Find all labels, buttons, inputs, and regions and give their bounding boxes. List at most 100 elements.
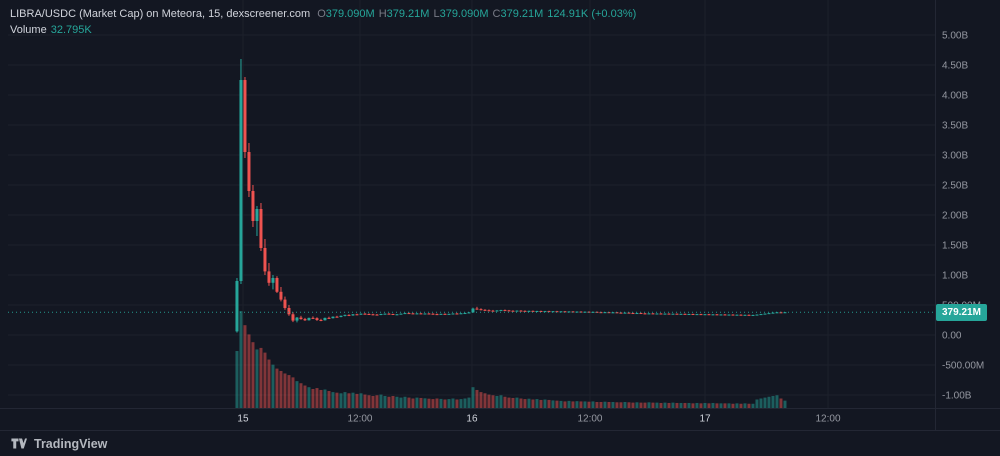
- candle-body: [491, 310, 495, 312]
- volume-bar: [551, 400, 555, 408]
- volume-bar: [651, 402, 655, 408]
- price-axis-label: 4.50B: [942, 61, 968, 72]
- candle-body: [671, 313, 675, 315]
- volume-bar: [735, 403, 739, 408]
- candle-body: [619, 312, 623, 314]
- chart-area[interactable]: 5.00B 4.50B 4.00B 3.50B 3.00B 2.50B 2.00B 1.50B…: [0, 0, 1000, 430]
- volume-bar: [715, 403, 719, 408]
- candle-body: [651, 313, 655, 315]
- candle-body: [771, 312, 775, 314]
- price-axis-label: 0.00: [942, 330, 962, 341]
- candle-body: [399, 313, 403, 315]
- candle-body: [767, 313, 771, 315]
- candle-body: [343, 314, 347, 316]
- candle-body: [523, 310, 527, 312]
- price-axis[interactable]: 5.00B 4.50B 4.00B 3.50B 3.00B 2.50B 2.00B 1.50B…: [942, 31, 984, 402]
- candle-body: [731, 314, 735, 316]
- low-value: 379.090M: [439, 8, 489, 20]
- open-label: O: [317, 8, 326, 20]
- grid-layer: [8, 0, 935, 408]
- tradingview-attribution[interactable]: TradingView: [0, 430, 1000, 456]
- candle-body: [255, 209, 259, 221]
- volume-bar: [267, 359, 271, 408]
- volume-bar: [739, 403, 743, 408]
- candle-body: [271, 277, 275, 283]
- candle-body: [359, 313, 363, 315]
- volume-bar: [619, 402, 623, 408]
- volume-bar: [547, 399, 551, 408]
- candle-body: [251, 191, 255, 221]
- candle-body: [247, 152, 251, 192]
- tradingview-brand-text: TradingView: [34, 436, 108, 451]
- candle-body: [703, 314, 707, 316]
- candle-body: [347, 314, 351, 316]
- candle-body: [459, 313, 463, 315]
- candle-body: [643, 313, 647, 315]
- volume-bar: [451, 398, 455, 408]
- volume-bar: [627, 402, 631, 408]
- volume-bar: [567, 400, 571, 408]
- volume-bar: [423, 398, 427, 408]
- volume-bar: [431, 399, 435, 408]
- candle-body: [315, 318, 319, 320]
- candle-body: [719, 314, 723, 316]
- volume-bar: [731, 403, 735, 408]
- volume-bar: [531, 399, 535, 408]
- volume-bar: [779, 398, 783, 408]
- volume-bar: [387, 396, 391, 408]
- volume-bar: [407, 397, 411, 408]
- candle-body: [443, 313, 447, 315]
- candle-body: [647, 313, 651, 315]
- volume-bar: [375, 395, 379, 408]
- volume-bar: [587, 401, 591, 408]
- candle-body: [471, 308, 475, 313]
- price-axis-label: 5.00B: [942, 31, 968, 42]
- volume-bar: [603, 401, 607, 408]
- volume-bar: [259, 347, 263, 408]
- time-axis[interactable]: 15 12:00 16 12:00 17 12:00: [237, 414, 841, 425]
- volume-bar: [495, 395, 499, 408]
- volume-bar: [783, 400, 787, 408]
- volume-bar: [299, 383, 303, 408]
- volume-bar: [347, 393, 351, 408]
- candle-body: [667, 313, 671, 315]
- candle-body: [299, 317, 303, 320]
- candle-body: [243, 80, 247, 153]
- volume-bar: [707, 403, 711, 408]
- candle-body: [323, 317, 327, 321]
- volume-bar: [395, 396, 399, 408]
- candle-body: [451, 313, 455, 315]
- candle-body: [783, 312, 787, 314]
- volume-bar: [611, 401, 615, 408]
- candle-body: [403, 313, 407, 315]
- volume-bar: [287, 375, 291, 408]
- candle-body: [735, 314, 739, 316]
- candle-body: [727, 314, 731, 316]
- volume-bar: [675, 402, 679, 408]
- volume-bar: [727, 403, 731, 408]
- candle-body: [531, 310, 535, 312]
- volume-bar: [367, 395, 371, 408]
- candle-body: [747, 314, 751, 316]
- candle-body: [543, 311, 547, 313]
- volume-bar: [439, 398, 443, 408]
- candle-body: [655, 313, 659, 315]
- candle-body: [379, 313, 383, 315]
- volume-bar: [255, 349, 259, 408]
- volume-bar: [403, 396, 407, 408]
- candle-body: [615, 312, 619, 314]
- price-chart[interactable]: 5.00B 4.50B 4.00B 3.50B 3.00B 2.50B 2.00B 1.50B…: [0, 0, 1000, 430]
- volume-bar: [239, 311, 243, 408]
- price-axis-label: -1.00B: [942, 390, 972, 401]
- candle-body: [687, 313, 691, 315]
- candle-body: [435, 314, 439, 316]
- candle-body: [551, 311, 555, 313]
- candle-body: [295, 317, 299, 321]
- candle-body: [463, 313, 467, 315]
- candle-body: [263, 247, 267, 272]
- candle-body: [715, 314, 719, 316]
- price-axis-label: 1.00B: [942, 270, 968, 281]
- volume-bar: [763, 397, 767, 408]
- volume-bar: [751, 403, 755, 408]
- volume-bar: [411, 398, 415, 408]
